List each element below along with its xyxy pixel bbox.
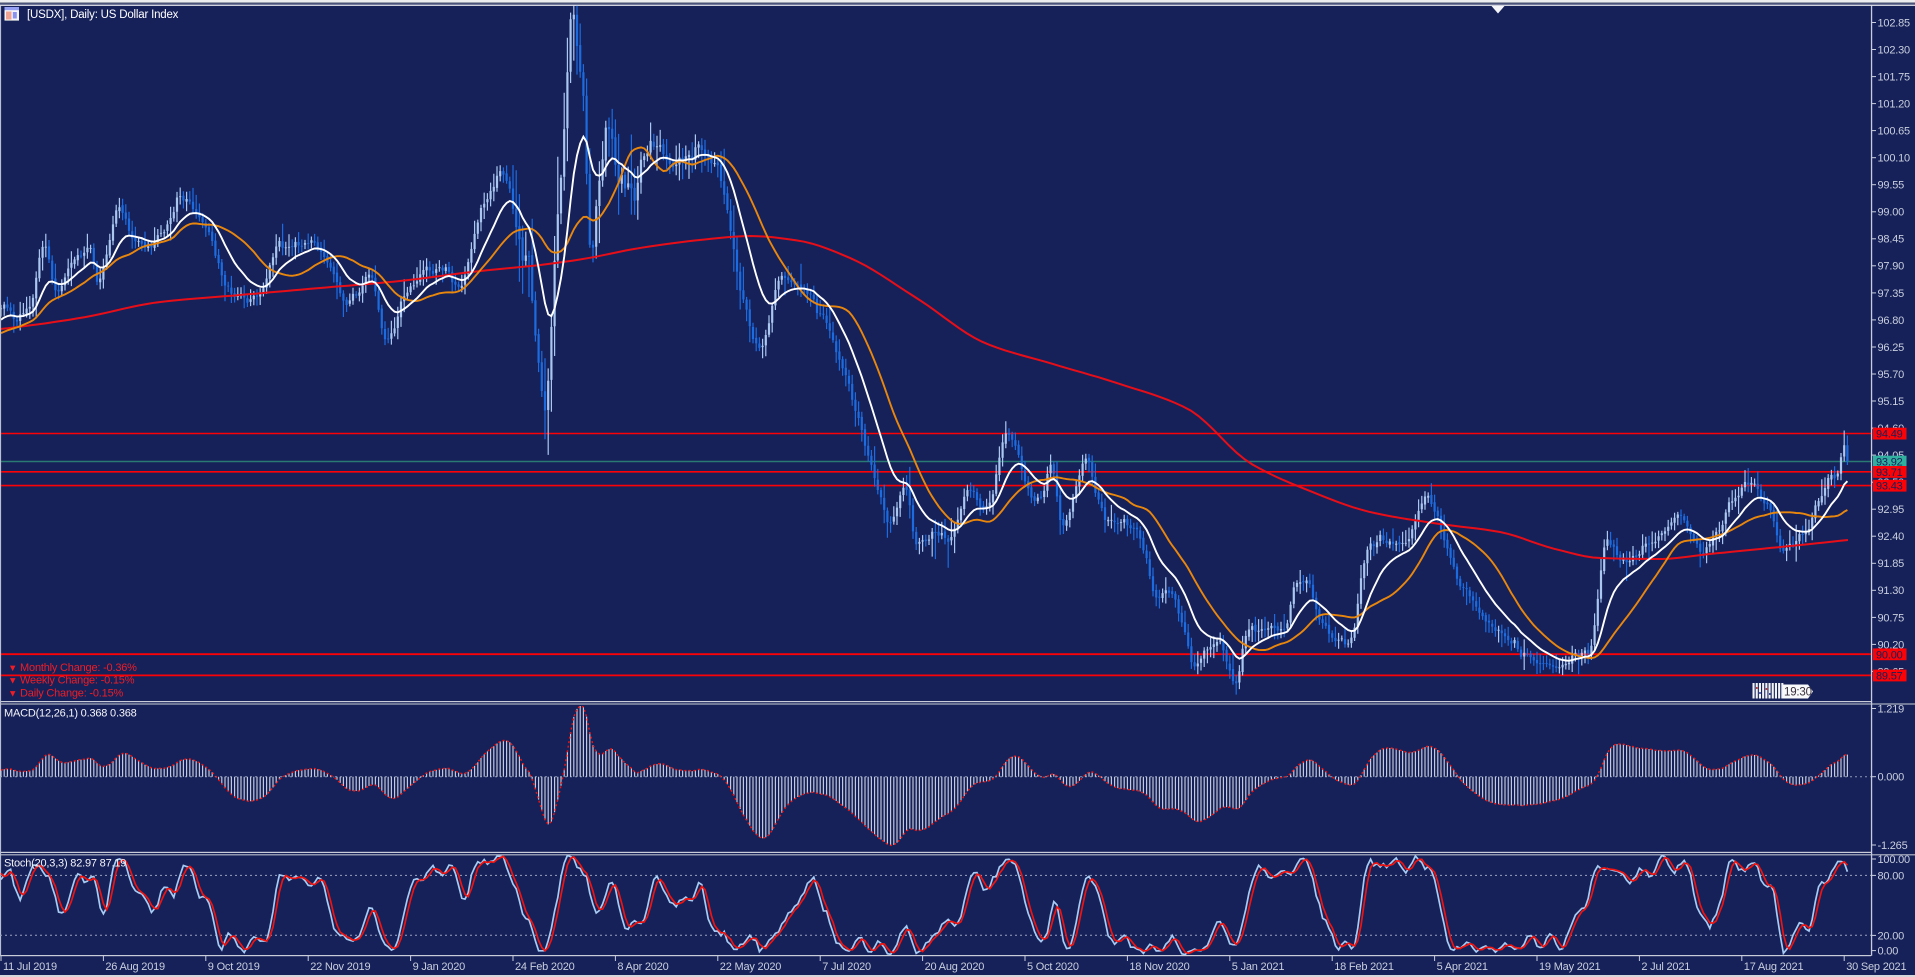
svg-text:26 Aug 2019: 26 Aug 2019	[105, 961, 165, 973]
svg-text:92.95: 92.95	[1878, 504, 1905, 516]
svg-text:0.00: 0.00	[1878, 946, 1899, 958]
svg-text:89.57: 89.57	[1876, 671, 1903, 683]
svg-text:100.00: 100.00	[1878, 854, 1911, 866]
svg-text:102.85: 102.85	[1878, 17, 1911, 29]
svg-text:91.30: 91.30	[1878, 585, 1905, 597]
svg-text:101.75: 101.75	[1878, 72, 1911, 84]
svg-text:93.43: 93.43	[1876, 481, 1903, 493]
svg-text:90.00: 90.00	[1876, 649, 1903, 661]
svg-text:99.55: 99.55	[1878, 180, 1905, 192]
svg-text:0.000: 0.000	[1878, 772, 1905, 784]
svg-text:Stoch(20,3,3) 82.97 87.19: Stoch(20,3,3) 82.97 87.19	[4, 858, 126, 870]
svg-text:1.219: 1.219	[1878, 703, 1905, 715]
svg-text:93.92: 93.92	[1876, 457, 1903, 469]
svg-text:24 Feb 2020: 24 Feb 2020	[515, 961, 575, 973]
svg-text:8 Apr 2020: 8 Apr 2020	[617, 961, 668, 973]
svg-text:▼ Weekly Change: -0.15%: ▼ Weekly Change: -0.15%	[8, 675, 135, 687]
svg-text:95.15: 95.15	[1878, 396, 1905, 408]
svg-text:17 Aug 2021: 17 Aug 2021	[1744, 961, 1804, 973]
svg-text:80.00: 80.00	[1878, 870, 1905, 882]
svg-text:101.20: 101.20	[1878, 99, 1911, 111]
svg-text:22 May 2020: 22 May 2020	[720, 961, 781, 973]
svg-text:20 Aug 2020: 20 Aug 2020	[925, 961, 985, 973]
svg-text:[USDX], Daily: US Dollar Inde: [USDX], Daily: US Dollar Index	[27, 9, 179, 21]
svg-text:95.70: 95.70	[1878, 369, 1905, 381]
svg-text:102.30: 102.30	[1878, 44, 1911, 56]
svg-text:92.40: 92.40	[1878, 531, 1905, 543]
svg-text:MACD(12,26,1) 0.368 0.368: MACD(12,26,1) 0.368 0.368	[4, 708, 137, 720]
svg-text:30 Sep 2021: 30 Sep 2021	[1846, 961, 1906, 973]
svg-text:19:30: 19:30	[1784, 687, 1812, 699]
svg-text:5 Oct 2020: 5 Oct 2020	[1027, 961, 1079, 973]
svg-text:-1.265: -1.265	[1878, 840, 1908, 852]
svg-text:18 Feb 2021: 18 Feb 2021	[1334, 961, 1394, 973]
svg-text:94.49: 94.49	[1876, 429, 1903, 441]
svg-text:100.10: 100.10	[1878, 153, 1911, 165]
svg-text:9 Jan 2020: 9 Jan 2020	[413, 961, 466, 973]
svg-text:11 Jul 2019: 11 Jul 2019	[3, 961, 57, 973]
svg-text:18 Nov 2020: 18 Nov 2020	[1129, 961, 1189, 973]
svg-text:98.45: 98.45	[1878, 234, 1905, 246]
svg-text:93.71: 93.71	[1876, 467, 1903, 479]
svg-text:19 May 2021: 19 May 2021	[1539, 961, 1600, 973]
svg-text:96.25: 96.25	[1878, 342, 1905, 354]
svg-text:9 Oct 2019: 9 Oct 2019	[208, 961, 260, 973]
svg-text:97.90: 97.90	[1878, 261, 1905, 273]
svg-text:5 Jan 2021: 5 Jan 2021	[1232, 961, 1285, 973]
svg-text:99.00: 99.00	[1878, 207, 1905, 219]
svg-text:2 Jul 2021: 2 Jul 2021	[1641, 961, 1690, 973]
svg-text:7 Jul 2020: 7 Jul 2020	[822, 961, 871, 973]
svg-text:▼ Monthly Change: -0.36%: ▼ Monthly Change: -0.36%	[8, 662, 137, 674]
svg-text:90.75: 90.75	[1878, 612, 1905, 624]
svg-text:22 Nov 2019: 22 Nov 2019	[310, 961, 370, 973]
svg-text:20.00: 20.00	[1878, 930, 1905, 942]
svg-text:100.65: 100.65	[1878, 126, 1911, 138]
svg-text:5 Apr 2021: 5 Apr 2021	[1437, 961, 1488, 973]
svg-text:▼ Daily Change: -0.15%: ▼ Daily Change: -0.15%	[8, 688, 123, 700]
svg-text:96.80: 96.80	[1878, 315, 1905, 327]
svg-text:90.20: 90.20	[1878, 639, 1905, 651]
svg-text:97.35: 97.35	[1878, 288, 1905, 300]
svg-text:91.85: 91.85	[1878, 558, 1905, 570]
